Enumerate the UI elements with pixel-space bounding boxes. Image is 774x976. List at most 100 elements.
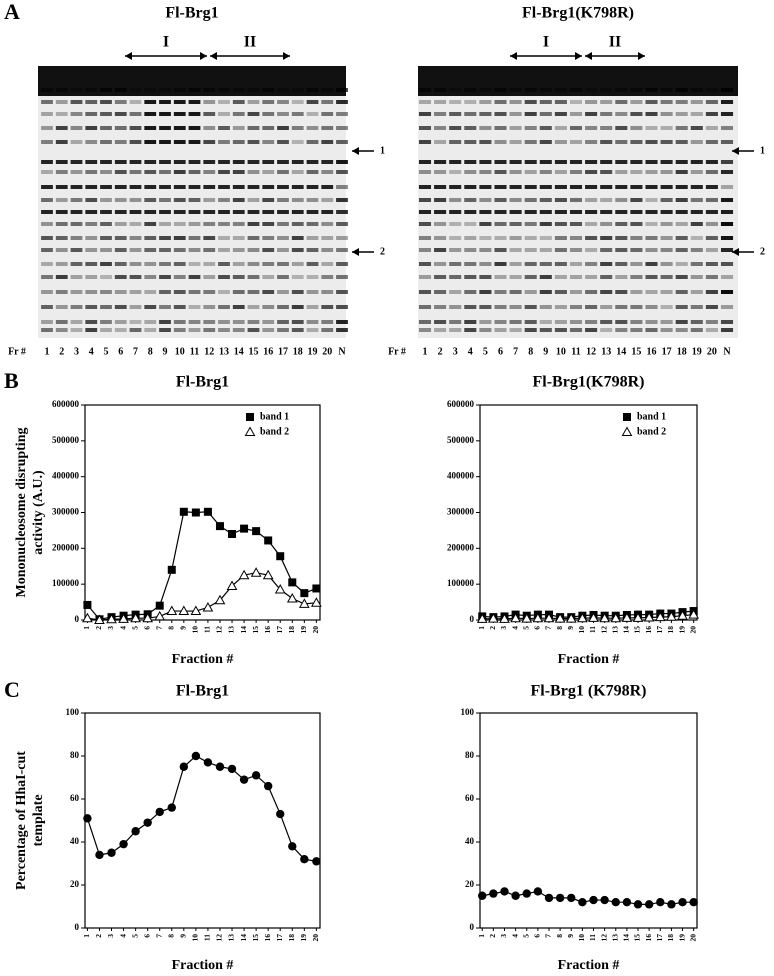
gel-band [660, 236, 673, 240]
gel-band [449, 112, 462, 116]
gel-band [434, 290, 447, 294]
gel-band [524, 222, 537, 226]
gel-band [188, 320, 201, 324]
gel-band [306, 100, 319, 104]
region-label: II [609, 34, 621, 51]
lane-label: 11 [571, 346, 580, 357]
y-tick-label: 400000 [447, 471, 475, 481]
gel-band [705, 100, 718, 104]
gel-band [690, 88, 703, 92]
x-tick-label: 19 [677, 934, 686, 942]
gel-band [464, 320, 477, 324]
gel-band [569, 262, 583, 266]
gel-band [321, 236, 334, 240]
gel-band [720, 262, 734, 266]
lane-label: 10 [556, 346, 566, 357]
gel-band [675, 262, 688, 266]
gel-band [188, 222, 201, 226]
gel-band [675, 248, 688, 252]
gel-band [449, 140, 462, 144]
gel-band [539, 222, 552, 226]
gel-band [539, 236, 552, 240]
x-tick-label: 9 [566, 934, 575, 938]
gel-band [569, 100, 583, 104]
gel-band [675, 112, 688, 116]
data-point [119, 839, 128, 849]
x-tick-label: 16 [263, 626, 272, 634]
gel-band [434, 305, 447, 309]
gel-band [434, 126, 447, 130]
gel-band [232, 305, 245, 309]
gel-band [569, 236, 583, 240]
gel-band [554, 170, 567, 174]
gel-band [41, 160, 53, 164]
gel-band [291, 112, 304, 116]
gel-band [479, 275, 492, 279]
gel-band [247, 185, 260, 189]
gel-band [600, 305, 613, 309]
gel-band [203, 100, 216, 104]
gel-band [569, 328, 583, 332]
gel-band [705, 222, 718, 226]
gel-band [509, 290, 522, 294]
gel-band [55, 160, 68, 164]
gel-band [524, 198, 537, 202]
data-point [286, 592, 298, 603]
gel-band [247, 262, 260, 266]
gel-band [418, 88, 432, 92]
gel-band [144, 88, 157, 92]
gel-band [70, 112, 83, 116]
gel-band [509, 198, 522, 202]
gel-band [188, 275, 201, 279]
gel-band [449, 328, 462, 332]
gel-band [41, 328, 53, 332]
gel-title: Fl-Brg1 [165, 5, 218, 22]
gel-band [100, 185, 112, 189]
gel-band [418, 112, 432, 116]
gel-band [464, 262, 477, 266]
gel-band [600, 275, 613, 279]
gel-band [203, 126, 216, 130]
marker-label: 1 [760, 145, 765, 156]
gel-band [509, 248, 522, 252]
data-point [250, 567, 262, 577]
gel-band [630, 140, 643, 144]
data-point [667, 900, 676, 909]
gel-band [600, 290, 613, 294]
gel-band [114, 170, 127, 174]
data-point [288, 842, 297, 851]
gel-band [321, 305, 334, 309]
lane-prefix: Fr # [388, 346, 406, 357]
gel-band [690, 320, 703, 324]
data-point [666, 611, 677, 621]
data-point [264, 536, 273, 545]
gel-band [129, 328, 142, 332]
gel-band [114, 112, 127, 116]
data-point [311, 597, 322, 607]
gel-band [306, 88, 319, 92]
data-point [166, 605, 178, 616]
gel-band [262, 262, 275, 266]
gel-band [434, 248, 447, 252]
x-tick-label: 15 [251, 626, 260, 634]
gel-band [539, 320, 552, 324]
gel-band [291, 328, 304, 332]
y-tick-label: 500000 [52, 435, 80, 445]
y-tick-label: 40 [465, 836, 475, 846]
gel-band [159, 140, 171, 144]
gel-band [418, 275, 432, 279]
gel-band [218, 236, 230, 240]
data-point [656, 898, 665, 907]
gel-band [494, 210, 507, 214]
lane-label: 2 [438, 346, 443, 357]
gel-band [129, 236, 142, 240]
lane-label: 9 [163, 346, 168, 357]
y-tick-label: 60 [465, 793, 475, 803]
gel-band [114, 275, 127, 279]
data-point [251, 771, 261, 780]
gel-band [585, 275, 598, 279]
gel-band [321, 248, 334, 252]
gel-band [306, 328, 319, 332]
gel-band [218, 328, 230, 332]
gel-band [554, 198, 567, 202]
